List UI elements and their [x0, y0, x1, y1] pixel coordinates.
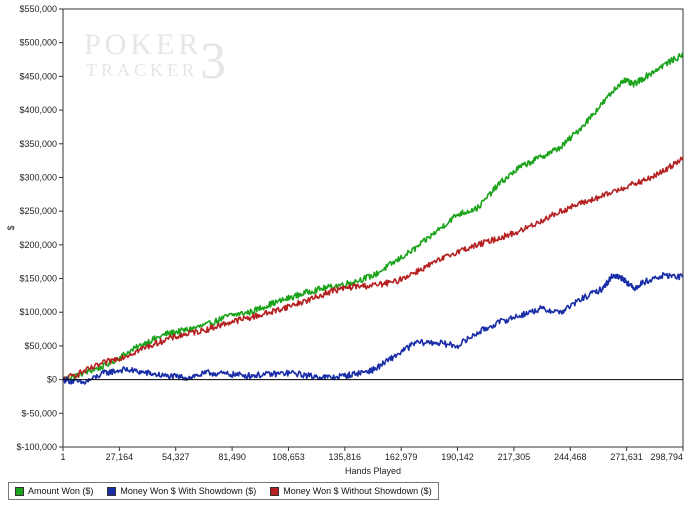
- y-tick-label: $100,000: [19, 307, 57, 317]
- legend-item-without-showdown: Money Won $ Without Showdown ($): [270, 486, 432, 496]
- plot-frame: [62, 8, 684, 448]
- y-axis-title: $: [6, 225, 16, 230]
- watermark-line2: TRACKER: [86, 60, 198, 80]
- x-tick-label: 190,142: [441, 452, 474, 462]
- series-line-with-showdown: [62, 272, 684, 385]
- x-tick-label: 135,816: [329, 452, 362, 462]
- watermark: POKER TRACKER 3: [84, 28, 226, 90]
- legend-label-amount-won: Amount Won ($): [28, 486, 94, 496]
- y-tick-label: $-50,000: [21, 408, 57, 418]
- x-axis: 1 27,164 54,327 81,490 108,653 135,816 162,979…: [60, 447, 684, 462]
- y-tick-label: $500,000: [19, 38, 57, 48]
- legend-swatch-amount-won: [15, 486, 24, 496]
- legend-item-with-showdown: Money Won $ With Showdown ($): [107, 486, 256, 496]
- x-tick-label: 244,468: [554, 452, 587, 462]
- x-tick-label: 27,164: [106, 452, 134, 462]
- y-tick-label: $-100,000: [16, 442, 57, 452]
- y-tick-label: $400,000: [19, 105, 57, 115]
- y-tick-label: $0: [47, 375, 57, 385]
- legend-item-amount-won: Amount Won ($): [15, 486, 93, 496]
- y-tick-label: $250,000: [19, 206, 57, 216]
- x-tick-label: 217,305: [498, 452, 531, 462]
- legend-label-with-showdown: Money Won $ With Showdown ($): [120, 486, 257, 496]
- y-tick-label: $550,000: [19, 4, 57, 14]
- series-line-without-showdown: [62, 156, 684, 382]
- y-tick-label: $300,000: [19, 172, 57, 182]
- y-tick-label: $450,000: [19, 71, 57, 81]
- legend-swatch-with-showdown: [107, 486, 117, 496]
- legend-label-without-showdown: Money Won $ Without Showdown ($): [283, 486, 432, 496]
- watermark-mark: 3: [200, 33, 226, 90]
- x-tick-label: 108,653: [272, 452, 305, 462]
- series-line-amount-won: [62, 52, 684, 382]
- y-tick-label: $200,000: [19, 240, 57, 250]
- x-tick-label: 162,979: [385, 452, 418, 462]
- watermark-line1: POKER: [84, 28, 202, 61]
- x-axis-title: Hands Played: [345, 466, 401, 476]
- y-axis: $550,000 $500,000 $450,000 $400,000 $350,000…: [16, 4, 63, 452]
- legend: Amount Won ($) Money Won $ With Showdown…: [8, 482, 439, 500]
- x-tick-label: 54,327: [162, 452, 190, 462]
- legend-swatch-without-showdown: [270, 486, 280, 496]
- series-layer: [62, 52, 684, 385]
- x-tick-label: 298,794: [650, 452, 683, 462]
- x-tick-label: 271,631: [610, 452, 643, 462]
- y-tick-label: $150,000: [19, 274, 57, 284]
- x-tick-label: 81,490: [218, 452, 246, 462]
- y-tick-label: $350,000: [19, 139, 57, 149]
- x-tick-label: 1: [60, 452, 65, 462]
- y-tick-label: $50,000: [24, 341, 57, 351]
